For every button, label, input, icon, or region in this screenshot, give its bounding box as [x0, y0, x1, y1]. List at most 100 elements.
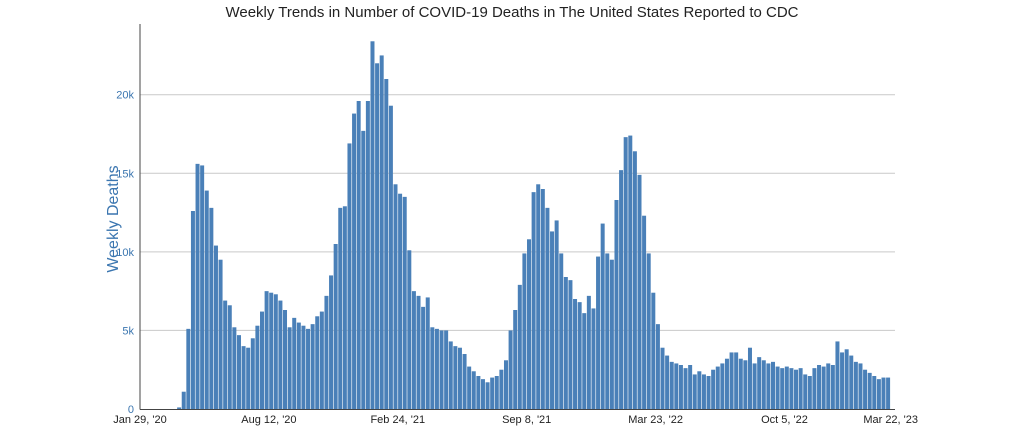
- bar-112: [655, 324, 660, 409]
- bar-80: [508, 330, 513, 409]
- bar-146: [812, 368, 817, 409]
- bar-32: [287, 327, 292, 409]
- bar-13: [200, 165, 205, 409]
- bar-76: [490, 377, 495, 409]
- bar-90: [554, 220, 559, 409]
- bar-89: [550, 231, 555, 409]
- bar-38: [315, 316, 320, 409]
- y-tick-label-4: 20k: [116, 90, 134, 102]
- bar-110: [646, 253, 651, 409]
- bar-129: [734, 352, 739, 409]
- bar-41: [329, 275, 334, 409]
- bar-19: [227, 305, 232, 409]
- bar-49: [365, 101, 370, 409]
- bar-65: [439, 330, 444, 409]
- bar-17: [218, 259, 223, 409]
- bar-116: [674, 363, 679, 409]
- bar-93: [568, 280, 573, 409]
- bar-69: [457, 347, 462, 409]
- bar-105: [623, 137, 628, 409]
- bar-23: [246, 347, 251, 409]
- bar-111: [651, 292, 656, 409]
- bar-74: [480, 379, 485, 409]
- bar-67: [448, 341, 453, 409]
- bar-26: [260, 311, 264, 409]
- bar-63: [430, 327, 435, 409]
- bar-86: [536, 184, 541, 409]
- bar-103: [614, 200, 619, 409]
- bar-43: [338, 207, 343, 409]
- bar-117: [678, 365, 683, 409]
- bar-25: [255, 325, 260, 409]
- x-tick-label-2: Feb 24, '21: [370, 414, 425, 426]
- bar-140: [784, 366, 789, 409]
- bar-77: [494, 376, 499, 409]
- bar-59: [411, 291, 416, 409]
- bar-22: [241, 346, 246, 409]
- bar-78: [499, 369, 504, 409]
- bar-92: [563, 277, 568, 409]
- bar-33: [292, 317, 297, 409]
- bar-44: [342, 206, 347, 409]
- bar-46: [352, 113, 357, 409]
- bar-87: [540, 189, 545, 409]
- x-tick-label-1: Aug 12, '20: [241, 414, 296, 426]
- bar-155: [853, 361, 858, 409]
- bar-60: [416, 295, 421, 409]
- bar-57: [402, 196, 407, 409]
- bar-28: [269, 292, 274, 409]
- y-tick-labels: 0 5k 10k 15k 20k: [116, 90, 134, 416]
- bar-29: [273, 294, 278, 409]
- bar-75: [485, 382, 490, 409]
- bar-47: [356, 101, 361, 409]
- bar-145: [807, 376, 812, 409]
- bar-71: [467, 366, 472, 409]
- bar-159: [872, 376, 877, 409]
- bar-18: [223, 300, 228, 409]
- bar-95: [577, 302, 582, 409]
- bar-160: [876, 379, 881, 409]
- bar-20: [232, 327, 237, 409]
- bar-35: [301, 325, 306, 409]
- bar-115: [669, 361, 674, 409]
- bar-132: [747, 347, 752, 409]
- bar-84: [527, 239, 532, 409]
- bar-56: [398, 193, 403, 409]
- bar-148: [821, 366, 826, 409]
- x-tick-label-6: Mar 22, '23: [863, 414, 918, 426]
- bar-120: [692, 374, 697, 409]
- bar-15: [209, 207, 214, 409]
- bar-10: [186, 328, 191, 409]
- bar-51: [375, 63, 380, 409]
- bar-48: [361, 130, 366, 410]
- bar-14: [204, 190, 209, 409]
- bar-147: [817, 365, 822, 409]
- bar-61: [421, 306, 426, 409]
- bar-70: [462, 354, 467, 409]
- y-tick-label-1: 5k: [122, 325, 134, 337]
- bar-99: [596, 256, 601, 409]
- bar-24: [250, 338, 255, 409]
- bar-127: [724, 358, 729, 409]
- bar-125: [715, 366, 720, 409]
- bar-36: [306, 328, 311, 409]
- y-tick-label-3: 15k: [116, 168, 134, 180]
- bar-62: [425, 297, 430, 409]
- bar-128: [729, 352, 734, 409]
- bar-11: [190, 211, 195, 409]
- bar-135: [761, 360, 766, 409]
- axes: [139, 24, 895, 410]
- y-tick-label-0: 0: [128, 404, 134, 416]
- bar-141: [789, 368, 794, 409]
- bar-37: [310, 324, 315, 409]
- bar-16: [213, 245, 218, 409]
- bar-139: [780, 368, 785, 409]
- y-axis-label: Weekly Deaths: [105, 165, 122, 272]
- bar-123: [706, 376, 711, 409]
- bar-162: [886, 377, 891, 409]
- bar-143: [798, 368, 803, 409]
- bar-53: [384, 79, 389, 409]
- bar-81: [513, 310, 518, 409]
- bar-98: [591, 308, 596, 409]
- bar-121: [697, 371, 702, 409]
